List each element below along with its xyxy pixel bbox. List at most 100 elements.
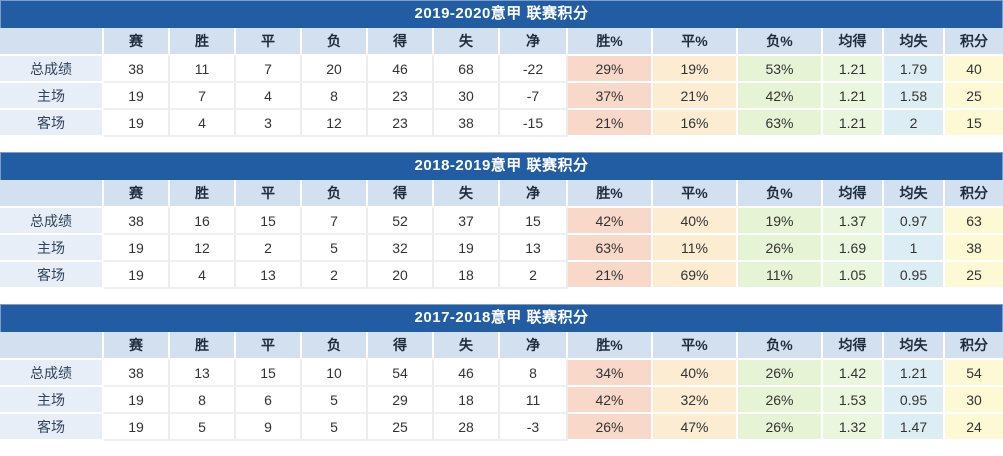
stat-cell: 40% <box>653 360 738 387</box>
stat-cell: 2 <box>302 262 368 289</box>
table-row: 总成绩 38 16 15 7 52 37 15 42% 40% 19% 1.37 0.97 63 <box>0 208 1003 235</box>
column-header: 净 <box>500 180 568 208</box>
row-label: 客场 <box>0 110 104 137</box>
stat-cell: 9 <box>236 414 302 441</box>
stat-cell: 19 <box>434 235 500 262</box>
corner-cell <box>0 28 104 56</box>
stat-cell: 19% <box>653 56 738 83</box>
row-label: 总成绩 <box>0 56 104 83</box>
stat-cell: 21% <box>653 83 738 110</box>
column-header: 失 <box>434 28 500 56</box>
stat-cell: 15 <box>945 110 1003 137</box>
column-header: 积分 <box>945 28 1003 56</box>
header-row: 赛胜平负得失净胜% 平% 负% 均得 均失 积分 <box>0 180 1003 208</box>
stat-cell: 7 <box>170 83 236 110</box>
table-row: 主场 19 8 6 5 29 18 11 42% 32% 26% 1.53 0.95 30 <box>0 387 1003 414</box>
stat-cell: 40% <box>653 208 738 235</box>
table-row: 客场 19 4 3 12 23 38 -15 21% 16% 63% 1.21 2 15 <box>0 110 1003 137</box>
stat-cell: 69% <box>653 262 738 289</box>
stat-cell: 15 <box>500 208 568 235</box>
column-header: 平% <box>653 28 738 56</box>
column-header: 胜% <box>568 332 653 360</box>
stat-cell: 5 <box>302 414 368 441</box>
column-header: 得 <box>368 180 434 208</box>
column-header: 均得 <box>823 332 884 360</box>
column-header: 平 <box>236 28 302 56</box>
stat-cell: 10 <box>302 360 368 387</box>
column-header: 平 <box>236 180 302 208</box>
table-row: 主场 19 12 2 5 32 19 13 63% 11% 26% 1.69 1 38 <box>0 235 1003 262</box>
column-header: 平% <box>653 332 738 360</box>
column-header: 得 <box>368 28 434 56</box>
row-label: 主场 <box>0 83 104 110</box>
stat-cell: 42% <box>738 83 823 110</box>
stat-cell: 38 <box>104 360 170 387</box>
row-label: 主场 <box>0 387 104 414</box>
header-row: 赛胜平负得失净胜% 平% 负% 均得 均失 积分 <box>0 28 1003 56</box>
stat-cell: 12 <box>302 110 368 137</box>
column-header: 胜 <box>170 180 236 208</box>
stat-cell: 5 <box>302 387 368 414</box>
stat-cell: 29% <box>568 56 653 83</box>
stat-cell: 63 <box>945 208 1003 235</box>
column-header: 负% <box>738 332 823 360</box>
stat-cell: 19 <box>104 387 170 414</box>
stat-cell: 11% <box>653 235 738 262</box>
stat-cell: 0.95 <box>884 262 945 289</box>
stat-cell: 46 <box>368 56 434 83</box>
stat-cell: 34% <box>568 360 653 387</box>
stats-table: 赛胜平负得失净胜% 平% 负% 均得 均失 积分 总成绩 38 11 7 20 46 68 -22 29% 1… <box>0 28 1003 137</box>
column-header: 均失 <box>884 28 945 56</box>
column-header: 得 <box>368 332 434 360</box>
stat-cell: 1.79 <box>884 56 945 83</box>
stat-cell: 11 <box>170 56 236 83</box>
stat-cell: 26% <box>738 360 823 387</box>
stat-cell: 19 <box>104 235 170 262</box>
stat-cell: 7 <box>302 208 368 235</box>
table-title: 2018-2019意甲 联赛积分 <box>0 152 1003 180</box>
column-header: 失 <box>434 180 500 208</box>
column-header: 赛 <box>104 180 170 208</box>
stat-cell: 42% <box>568 208 653 235</box>
stat-cell: 32 <box>368 235 434 262</box>
stat-cell: 68 <box>434 56 500 83</box>
stat-cell: -7 <box>500 83 568 110</box>
stat-cell: 54 <box>368 360 434 387</box>
stat-cell: -22 <box>500 56 568 83</box>
stat-cell: 6 <box>236 387 302 414</box>
stat-cell: 30 <box>434 83 500 110</box>
column-header: 赛 <box>104 28 170 56</box>
column-header: 积分 <box>945 180 1003 208</box>
stat-cell: 26% <box>738 387 823 414</box>
stat-cell: 26% <box>738 235 823 262</box>
column-header: 均失 <box>884 332 945 360</box>
stat-cell: 21% <box>568 110 653 137</box>
stat-cell: 32% <box>653 387 738 414</box>
stat-cell: 46 <box>434 360 500 387</box>
column-header: 胜% <box>568 28 653 56</box>
stat-cell: 1.69 <box>823 235 884 262</box>
corner-cell <box>0 332 104 360</box>
stat-cell: 19 <box>104 262 170 289</box>
column-header: 负% <box>738 28 823 56</box>
stat-cell: 63% <box>738 110 823 137</box>
column-header: 失 <box>434 332 500 360</box>
column-header: 平 <box>236 332 302 360</box>
row-label: 总成绩 <box>0 360 104 387</box>
stat-cell: 40 <box>945 56 1003 83</box>
stat-cell: 8 <box>170 387 236 414</box>
table-title: 2019-2020意甲 联赛积分 <box>0 0 1003 28</box>
stat-cell: 1.21 <box>823 56 884 83</box>
stat-cell: 1.58 <box>884 83 945 110</box>
table-row: 客场 19 5 9 5 25 28 -3 26% 47% 26% 1.32 1.47 24 <box>0 414 1003 441</box>
stat-cell: 19 <box>104 110 170 137</box>
stat-cell: 19 <box>104 414 170 441</box>
stat-cell: 3 <box>236 110 302 137</box>
stat-cell: 1.53 <box>823 387 884 414</box>
season-section: 2017-2018意甲 联赛积分赛胜平负得失净胜% 平% 负% 均得 均失 积分 总成绩 38… <box>0 304 1003 441</box>
stat-cell: 30 <box>945 387 1003 414</box>
stat-cell: 25 <box>368 414 434 441</box>
stat-cell: 1.32 <box>823 414 884 441</box>
row-label: 主场 <box>0 235 104 262</box>
stat-cell: 1.05 <box>823 262 884 289</box>
